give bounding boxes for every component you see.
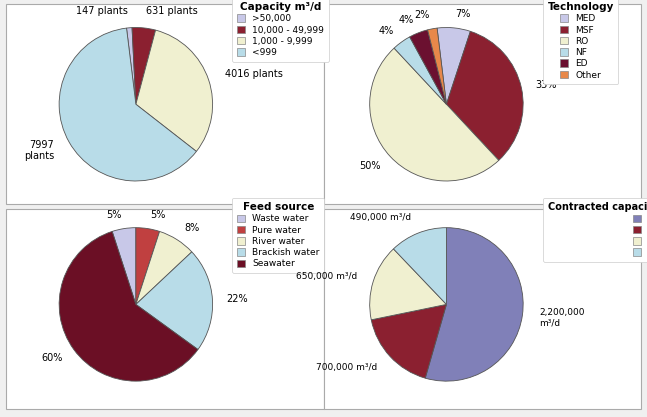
Legend: >50,000, 10,000 - 49,999, 1,000 - 9,999, <999: >50,000, 10,000 - 49,999, 1,000 - 9,999,… bbox=[232, 0, 329, 62]
Wedge shape bbox=[410, 30, 446, 104]
Legend: MEA, EUR, ASP, AMS: MEA, EUR, ASP, AMS bbox=[543, 198, 647, 262]
Wedge shape bbox=[369, 48, 499, 181]
Text: 60%: 60% bbox=[41, 353, 63, 363]
Wedge shape bbox=[132, 28, 155, 104]
Text: 5%: 5% bbox=[150, 210, 166, 220]
Wedge shape bbox=[437, 28, 470, 104]
Text: 22%: 22% bbox=[226, 294, 248, 304]
Text: 2,200,000
m³/d: 2,200,000 m³/d bbox=[539, 308, 585, 327]
Text: 8%: 8% bbox=[184, 223, 200, 233]
Wedge shape bbox=[112, 228, 136, 304]
Text: 631 plants: 631 plants bbox=[146, 6, 197, 16]
Wedge shape bbox=[393, 228, 446, 304]
Text: 7997
plants: 7997 plants bbox=[24, 140, 54, 161]
Wedge shape bbox=[425, 228, 523, 381]
Wedge shape bbox=[369, 249, 446, 320]
Text: 7%: 7% bbox=[455, 9, 470, 19]
Text: 650,000 m³/d: 650,000 m³/d bbox=[296, 272, 357, 281]
Text: 2%: 2% bbox=[414, 10, 430, 20]
Legend: MED, MSF, RO, NF, ED, Other: MED, MSF, RO, NF, ED, Other bbox=[543, 0, 619, 84]
Text: 5%: 5% bbox=[106, 210, 122, 220]
Wedge shape bbox=[136, 30, 213, 151]
Wedge shape bbox=[136, 231, 192, 304]
Wedge shape bbox=[136, 228, 160, 304]
Wedge shape bbox=[136, 252, 213, 349]
Text: 490,000 m³/d: 490,000 m³/d bbox=[351, 213, 411, 222]
Wedge shape bbox=[59, 28, 197, 181]
Text: 33%: 33% bbox=[535, 80, 556, 90]
Wedge shape bbox=[446, 31, 523, 161]
Legend: Waste water, Pure water, River water, Brackish water, Seawater: Waste water, Pure water, River water, Br… bbox=[232, 198, 324, 273]
Wedge shape bbox=[428, 28, 446, 104]
Text: 4%: 4% bbox=[378, 26, 393, 36]
Wedge shape bbox=[59, 231, 198, 381]
Text: 4%: 4% bbox=[398, 15, 413, 25]
Wedge shape bbox=[371, 304, 446, 378]
Text: 4016 plants: 4016 plants bbox=[225, 69, 283, 79]
Text: 50%: 50% bbox=[358, 161, 380, 171]
Wedge shape bbox=[127, 28, 136, 104]
Text: 700,000 m³/d: 700,000 m³/d bbox=[316, 364, 378, 372]
Wedge shape bbox=[394, 37, 446, 104]
Text: 147 plants: 147 plants bbox=[76, 6, 128, 16]
